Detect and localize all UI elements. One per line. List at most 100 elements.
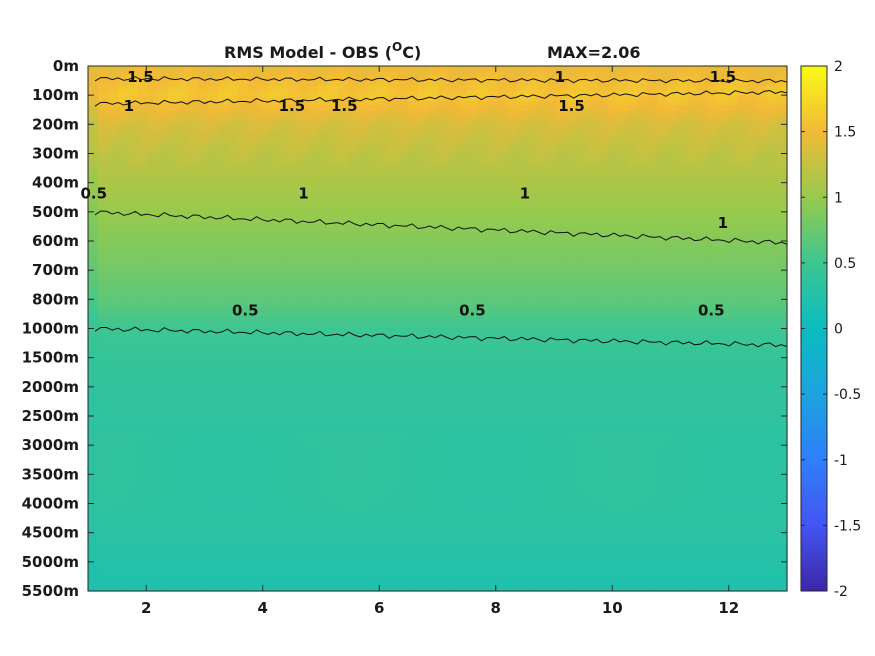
heatmap-cell xyxy=(147,116,159,122)
heatmap-cell xyxy=(707,381,718,387)
heatmap-cell xyxy=(247,201,259,207)
heatmap-cell xyxy=(647,291,658,297)
heatmap-cell xyxy=(197,411,209,417)
heatmap-cell xyxy=(507,96,518,102)
heatmap-cell xyxy=(637,401,648,407)
heatmap-cell xyxy=(707,296,718,302)
heatmap-cell xyxy=(357,336,369,342)
heatmap-cell xyxy=(237,311,249,317)
heatmap-cell xyxy=(157,281,169,287)
heatmap-cell xyxy=(247,346,259,352)
heatmap-cell xyxy=(427,216,439,222)
heatmap-cell xyxy=(387,146,399,152)
heatmap-cell xyxy=(127,121,139,127)
heatmap-cell xyxy=(127,216,139,222)
heatmap-cell xyxy=(217,196,229,202)
heatmap-cell xyxy=(547,316,558,322)
heatmap-cell xyxy=(757,411,768,417)
heatmap-cell xyxy=(277,421,289,427)
heatmap-cell xyxy=(697,391,708,397)
heatmap-cell xyxy=(117,101,129,107)
heatmap-cell xyxy=(747,206,758,212)
heatmap-cell xyxy=(407,106,419,112)
heatmap-cell xyxy=(88,416,99,422)
heatmap-cell xyxy=(457,391,469,397)
heatmap-cell xyxy=(257,106,269,112)
heatmap-cell xyxy=(537,276,548,282)
heatmap-cell xyxy=(257,261,269,267)
heatmap-cell xyxy=(717,116,728,122)
heatmap-cell xyxy=(127,116,139,122)
heatmap-cell xyxy=(407,291,419,297)
heatmap-cell xyxy=(457,256,469,262)
heatmap-cell xyxy=(397,216,409,222)
heatmap-cell xyxy=(207,236,219,242)
heatmap-cell xyxy=(757,101,768,107)
heatmap-cell xyxy=(397,286,409,292)
heatmap-cell xyxy=(257,361,269,367)
heatmap-cell xyxy=(127,306,139,312)
heatmap-cell xyxy=(267,251,279,257)
heatmap-cell xyxy=(187,306,199,312)
heatmap-cell xyxy=(587,106,598,112)
heatmap-cell xyxy=(227,376,239,382)
heatmap-cell xyxy=(487,336,499,342)
heatmap-cell xyxy=(187,221,199,227)
heatmap-cell xyxy=(107,71,119,77)
heatmap-cell xyxy=(427,186,439,192)
heatmap-cell xyxy=(497,201,508,207)
heatmap-cell xyxy=(497,241,508,247)
heatmap-cell xyxy=(237,146,249,152)
heatmap-cell xyxy=(637,71,648,77)
heatmap-cell xyxy=(88,91,99,97)
heatmap-cell xyxy=(397,71,409,77)
heatmap-cell xyxy=(317,171,329,177)
heatmap-cell xyxy=(727,251,738,257)
heatmap-cell xyxy=(247,341,259,347)
heatmap-cell xyxy=(277,341,289,347)
heatmap-cell xyxy=(487,356,499,362)
heatmap-cell xyxy=(157,371,169,377)
heatmap-cell xyxy=(117,161,129,167)
heatmap-cell xyxy=(727,241,738,247)
heatmap-cell xyxy=(507,291,518,297)
heatmap-cell xyxy=(97,76,109,82)
heatmap-cell xyxy=(237,276,249,282)
heatmap-cell xyxy=(347,371,359,377)
heatmap-cell xyxy=(88,311,99,317)
heatmap-cell xyxy=(157,276,169,282)
heatmap-cell xyxy=(477,161,489,167)
heatmap-cell xyxy=(757,96,768,102)
heatmap-cell xyxy=(207,131,219,137)
heatmap-cell xyxy=(747,96,758,102)
heatmap-cell xyxy=(467,371,479,377)
heatmap-cell xyxy=(677,291,688,297)
heatmap-cell xyxy=(547,341,558,347)
heatmap-cell xyxy=(387,406,399,412)
heatmap-cell xyxy=(687,81,698,87)
heatmap-cell xyxy=(207,301,219,307)
heatmap-cell xyxy=(767,331,778,337)
heatmap-cell xyxy=(747,176,758,182)
heatmap-cell xyxy=(537,301,548,307)
heatmap-cell xyxy=(697,66,708,72)
heatmap-cell xyxy=(627,186,638,192)
heatmap-cell xyxy=(247,196,259,202)
heatmap-cell xyxy=(467,66,479,72)
heatmap-cell xyxy=(88,136,99,142)
heatmap-cell xyxy=(297,261,309,267)
heatmap-cell xyxy=(537,266,548,272)
heatmap-cell xyxy=(737,321,748,327)
heatmap-cell xyxy=(767,346,778,352)
heatmap-cell xyxy=(257,166,269,172)
heatmap-cell xyxy=(437,291,449,297)
heatmap-cell xyxy=(567,71,578,77)
heatmap-cell xyxy=(307,381,319,387)
heatmap-cell xyxy=(487,176,499,182)
heatmap-cell xyxy=(307,366,319,372)
heatmap-cell xyxy=(407,401,419,407)
heatmap-cell xyxy=(427,136,439,142)
heatmap-cell xyxy=(517,311,528,317)
heatmap-cell xyxy=(687,166,698,172)
heatmap-cell xyxy=(88,376,99,382)
